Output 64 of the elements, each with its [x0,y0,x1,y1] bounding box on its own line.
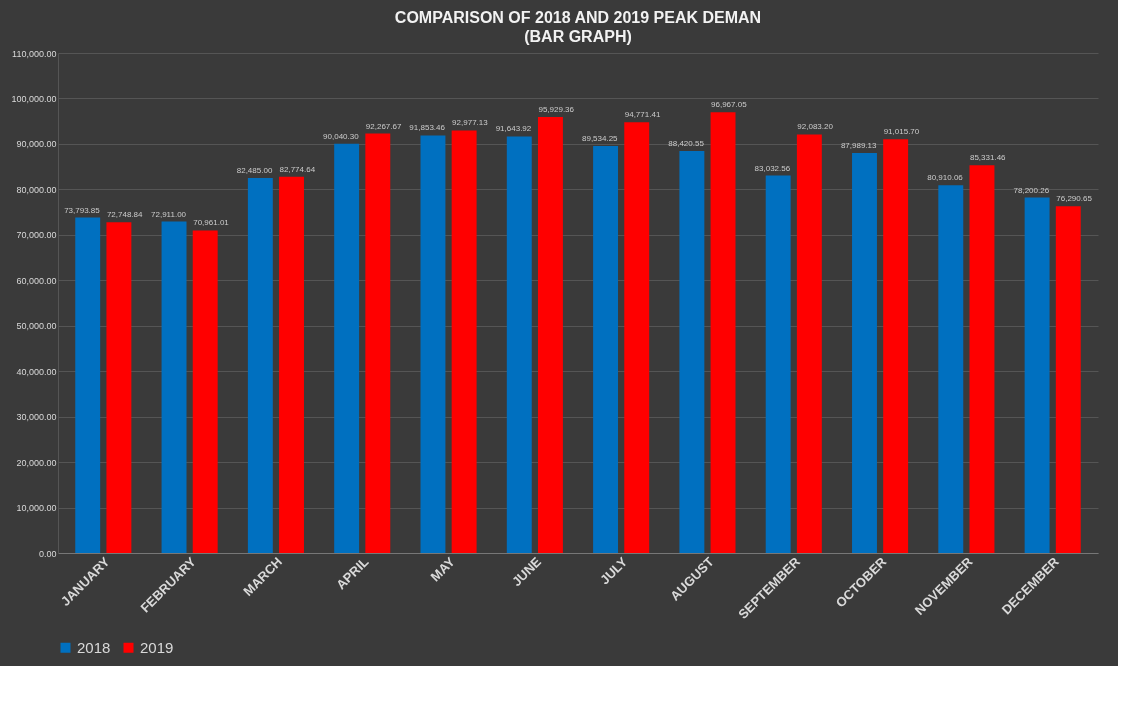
bar [420,135,446,553]
y-tick-label: 50,000.00 [16,321,57,332]
chart-title: COMPARISON OF 2018 AND 2019 PEAK DEMAN [394,9,762,26]
bar [1024,197,1050,553]
data-label: 87,989.13 [840,141,878,151]
data-label: 92,267.67 [365,121,402,131]
y-tick-label: 60,000.00 [16,275,57,286]
y-tick-label: 110,000.00 [12,48,57,59]
data-label: 91,015.70 [883,127,920,137]
data-label: 91,643.92 [495,124,532,134]
chart-subtitle: (BAR GRAPH) [524,28,632,45]
y-tick-label: 80,000.00 [16,184,57,195]
bar [969,165,995,553]
data-label: 89,534.25 [581,134,619,144]
data-label: 72,748.84 [106,210,144,220]
bar [506,136,532,553]
bar [279,176,304,553]
bar [938,185,964,553]
y-tick-label: 100,000.00 [11,93,57,104]
data-label: 78,200.26 [1013,185,1050,195]
bar [624,122,650,553]
data-label: 91,853.46 [409,123,446,133]
data-label: 96,967.05 [711,100,748,110]
data-label: 82,485.00 [236,166,273,176]
data-label: 83,032.56 [754,163,791,173]
y-tick-label: 10,000.00 [16,503,57,514]
y-tick-label: 70,000.00 [16,230,57,241]
data-label: 73,793.85 [64,205,101,215]
bar [365,133,391,553]
bar [796,134,822,553]
bar [1055,206,1081,553]
bar [679,151,705,553]
y-tick-label: 40,000.00 [16,366,57,377]
y-tick-label: 30,000.00 [16,412,57,423]
data-label: 88,420.55 [668,139,705,149]
data-label: 95,929.36 [538,104,575,114]
bar [334,143,360,553]
data-label: 92,977.13 [452,118,489,128]
data-label: 80,910.06 [927,173,964,183]
data-label: 82,774.64 [279,164,316,174]
data-label: 85,331.46 [969,153,1007,163]
legend-label: 2018 [77,638,111,656]
bar [710,112,736,553]
y-tick-label: 20,000.00 [16,457,57,468]
bar [247,178,273,553]
data-label: 76,290.65 [1056,194,1093,204]
y-tick-label: 0.00 [38,548,57,559]
bar [593,146,619,553]
bar [852,153,877,553]
bar [883,139,909,553]
data-label: 90,040.30 [323,131,360,141]
data-label: 70,961.01 [193,218,230,228]
bar [451,130,477,553]
data-label: 92,083.20 [797,122,834,132]
bar [106,222,132,553]
bar [192,230,218,553]
data-label: 72,911.00 [151,209,187,219]
y-tick-label: 90,000.00 [16,139,57,150]
bar [75,217,101,553]
legend-label: 2019 [140,638,174,656]
bar [537,116,563,553]
bar [161,221,187,553]
data-label: 94,771.41 [624,110,661,120]
bar [765,175,791,553]
